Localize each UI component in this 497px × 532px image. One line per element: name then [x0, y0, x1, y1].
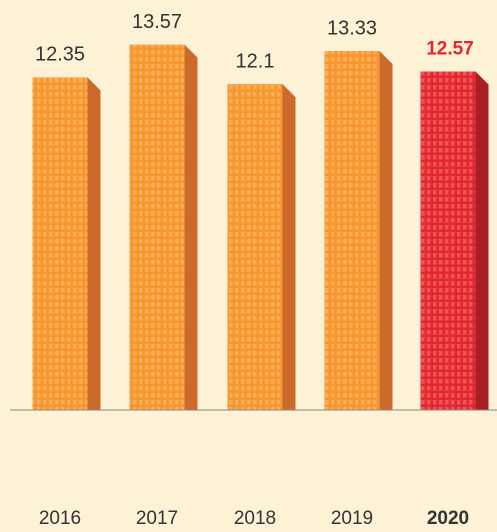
x-tick-label: 2018 [234, 508, 276, 529]
bar-windows [32, 77, 88, 411]
bar-side [282, 84, 296, 411]
bar-side [184, 44, 198, 410]
bar-windows [420, 71, 476, 410]
value-label: 12.57 [426, 39, 474, 60]
value-label: 13.57 [132, 11, 182, 33]
bar-windows [324, 51, 380, 410]
bar-windows [227, 84, 283, 411]
value-label: 12.35 [35, 44, 85, 66]
x-tick-label: 2020 [427, 508, 469, 529]
bar-windows [129, 44, 185, 410]
x-tick-label: 2019 [331, 508, 373, 529]
bar-side [475, 71, 489, 410]
value-label: 12.1 [236, 50, 275, 72]
x-tick-label: 2016 [39, 508, 81, 529]
value-label: 13.33 [327, 17, 377, 39]
bar-side [87, 77, 101, 411]
bar-side [379, 51, 393, 410]
x-tick-label: 2017 [136, 508, 178, 529]
